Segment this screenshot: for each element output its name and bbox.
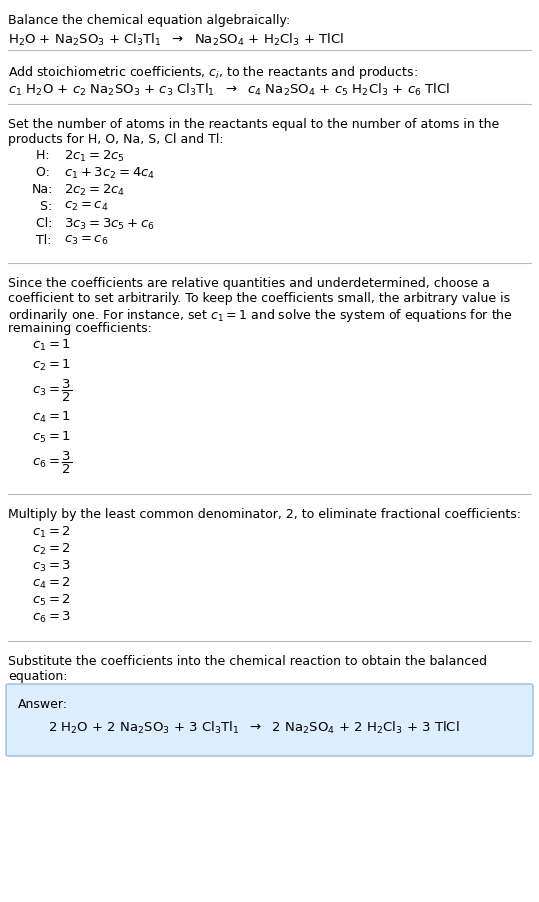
Text: Add stoichiometric coefficients, $c_i$, to the reactants and products:: Add stoichiometric coefficients, $c_i$, … xyxy=(8,64,418,81)
Text: $c_1 = 1$: $c_1 = 1$ xyxy=(32,338,71,353)
Text: Cl:: Cl: xyxy=(32,217,52,230)
Text: $c_6 = \dfrac{3}{2}$: $c_6 = \dfrac{3}{2}$ xyxy=(32,450,72,476)
Text: $c_1 + 3c_2 = 4c_4$: $c_1 + 3c_2 = 4c_4$ xyxy=(64,166,155,181)
Text: $3c_3 = 3c_5 + c_6$: $3c_3 = 3c_5 + c_6$ xyxy=(64,217,155,232)
Text: $c_4 = 2$: $c_4 = 2$ xyxy=(32,576,71,591)
Text: ordinarily one. For instance, set $c_1 = 1$ and solve the system of equations fo: ordinarily one. For instance, set $c_1 =… xyxy=(8,307,513,324)
Text: equation:: equation: xyxy=(8,670,67,683)
Text: $c_3 = c_6$: $c_3 = c_6$ xyxy=(64,234,108,247)
Text: Balance the chemical equation algebraically:: Balance the chemical equation algebraica… xyxy=(8,14,290,27)
Text: $c_1$ H$_2$O + $c_2$ Na$_2$SO$_3$ + $c_3$ Cl$_3$Tl$_1$  $\rightarrow$  $c_4$ Na$: $c_1$ H$_2$O + $c_2$ Na$_2$SO$_3$ + $c_3… xyxy=(8,82,450,98)
Text: Multiply by the least common denominator, 2, to eliminate fractional coefficient: Multiply by the least common denominator… xyxy=(8,508,521,521)
Text: S:: S: xyxy=(32,200,52,213)
Text: Answer:: Answer: xyxy=(18,698,68,711)
Text: $c_5 = 2$: $c_5 = 2$ xyxy=(32,593,71,608)
Text: 2 H$_2$O + 2 Na$_2$SO$_3$ + 3 Cl$_3$Tl$_1$  $\rightarrow$  2 Na$_2$SO$_4$ + 2 H$: 2 H$_2$O + 2 Na$_2$SO$_3$ + 3 Cl$_3$Tl$_… xyxy=(48,720,460,736)
Text: $c_3 = \dfrac{3}{2}$: $c_3 = \dfrac{3}{2}$ xyxy=(32,378,72,404)
Text: remaining coefficients:: remaining coefficients: xyxy=(8,322,152,335)
FancyBboxPatch shape xyxy=(6,684,533,756)
Text: $c_5 = 1$: $c_5 = 1$ xyxy=(32,430,71,445)
Text: Substitute the coefficients into the chemical reaction to obtain the balanced: Substitute the coefficients into the che… xyxy=(8,655,487,668)
Text: $c_2 = 1$: $c_2 = 1$ xyxy=(32,358,71,373)
Text: O:: O: xyxy=(32,166,50,179)
Text: $c_2 = c_4$: $c_2 = c_4$ xyxy=(64,200,108,213)
Text: H$_2$O + Na$_2$SO$_3$ + Cl$_3$Tl$_1$  $\rightarrow$  Na$_2$SO$_4$ + H$_2$Cl$_3$ : H$_2$O + Na$_2$SO$_3$ + Cl$_3$Tl$_1$ $\r… xyxy=(8,32,344,48)
Text: $c_6 = 3$: $c_6 = 3$ xyxy=(32,610,71,625)
Text: Since the coefficients are relative quantities and underdetermined, choose a: Since the coefficients are relative quan… xyxy=(8,277,490,290)
Text: $c_4 = 1$: $c_4 = 1$ xyxy=(32,410,71,425)
Text: products for H, O, Na, S, Cl and Tl:: products for H, O, Na, S, Cl and Tl: xyxy=(8,133,224,146)
Text: coefficient to set arbitrarily. To keep the coefficients small, the arbitrary va: coefficient to set arbitrarily. To keep … xyxy=(8,292,510,305)
Text: Set the number of atoms in the reactants equal to the number of atoms in the: Set the number of atoms in the reactants… xyxy=(8,118,499,131)
Text: H:: H: xyxy=(32,149,50,162)
Text: $c_2 = 2$: $c_2 = 2$ xyxy=(32,542,71,557)
Text: $2c_2 = 2c_4$: $2c_2 = 2c_4$ xyxy=(64,183,125,198)
Text: Tl:: Tl: xyxy=(32,234,52,247)
Text: $2c_1 = 2c_5$: $2c_1 = 2c_5$ xyxy=(64,149,125,164)
Text: $c_1 = 2$: $c_1 = 2$ xyxy=(32,525,71,540)
Text: Na:: Na: xyxy=(32,183,53,196)
Text: $c_3 = 3$: $c_3 = 3$ xyxy=(32,559,71,574)
